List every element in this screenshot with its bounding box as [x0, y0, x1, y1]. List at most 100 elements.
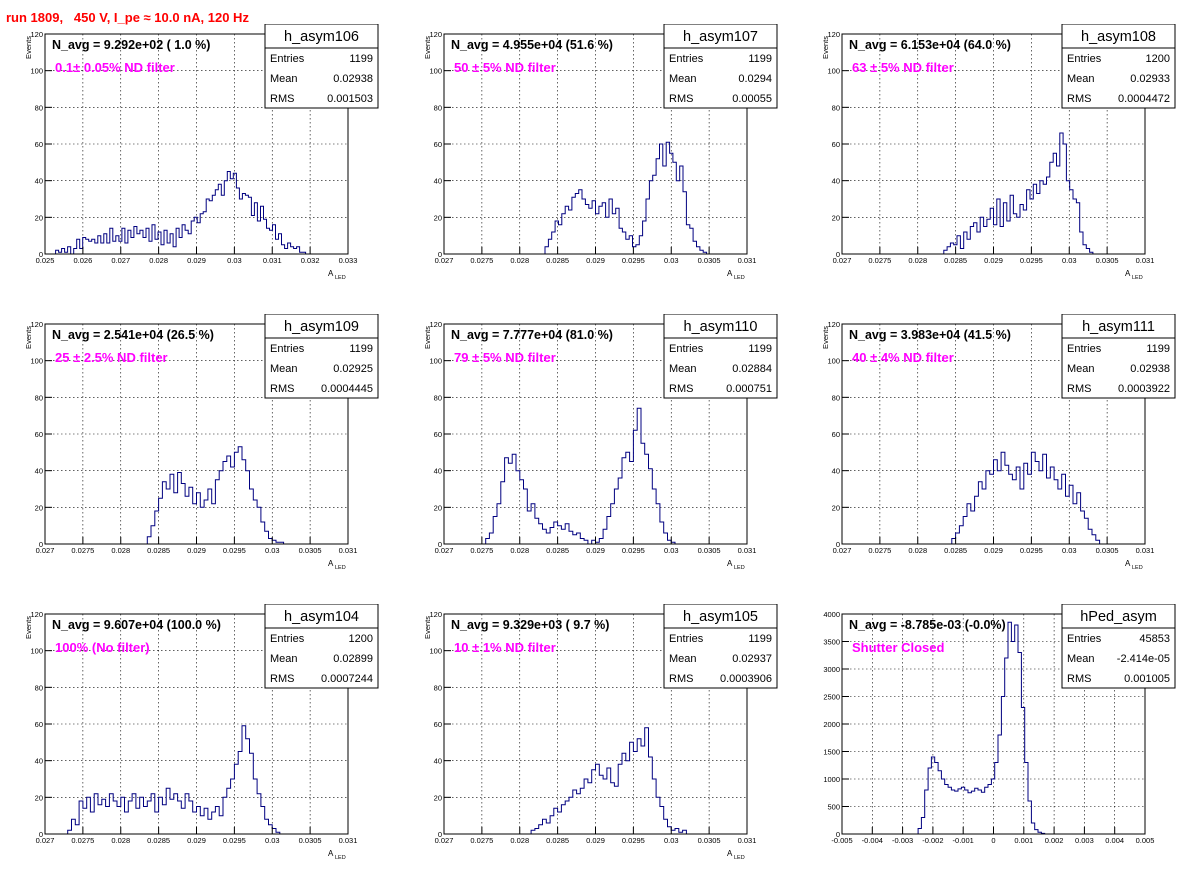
x-tick-label: 0.031	[738, 256, 757, 265]
x-tick-label: 0.0275	[71, 836, 94, 845]
stats-key: RMS	[669, 93, 693, 105]
x-tick-label: 0.031	[1136, 256, 1155, 265]
x-tick-label: 0.001	[1014, 836, 1033, 845]
stats-value: 0.02933	[1130, 73, 1170, 85]
y-tick-label: 100	[827, 357, 840, 366]
y-axis-label: Events	[423, 36, 432, 59]
x-tick-label: 0.031	[738, 546, 757, 555]
x-axis-label-sub: LED	[1132, 565, 1143, 571]
y-tick-label: 20	[434, 503, 442, 512]
y-tick-label: 20	[434, 793, 442, 802]
x-tick-label: 0.028	[149, 256, 168, 265]
stats-value: 1199	[349, 343, 373, 355]
y-tick-label: 1500	[823, 748, 840, 757]
y-tick-label: 80	[832, 103, 840, 112]
x-tick-label: 0.028	[510, 256, 529, 265]
stats-box	[264, 314, 379, 399]
stats-key: Mean	[270, 73, 298, 85]
histogram-asym106: 0.025 0.026 0.027 0.028 0.029 0.03 0.031 0.032 0…	[24, 24, 379, 281]
x-axis-label-sub: LED	[734, 855, 745, 861]
y-tick-label: 1000	[823, 775, 840, 784]
x-tick-label: 0.03	[1062, 546, 1077, 555]
x-axis-label: A	[1125, 559, 1131, 568]
x-tick-label: 0.0305	[299, 836, 322, 845]
y-tick-label: 100	[30, 647, 43, 656]
stats-value: 1199	[748, 633, 772, 645]
y-tick-label: 80	[434, 393, 442, 402]
x-tick-label: 0.0285	[546, 836, 569, 845]
x-tick-label: 0.027	[435, 836, 454, 845]
stats-key: RMS	[270, 383, 294, 395]
stats-hist-name: h_asym106	[284, 29, 359, 45]
stats-value: 1199	[748, 343, 772, 355]
filter-label: Shutter Closed	[852, 640, 945, 655]
filter-label: 79 ± 5% ND filter	[454, 350, 556, 365]
stats-value: 1199	[349, 53, 373, 65]
stats-box	[264, 24, 379, 109]
x-tick-label: 0.0305	[1096, 546, 1119, 555]
x-tick-label: -0.003	[892, 836, 913, 845]
stats-value: 0.02925	[333, 363, 373, 375]
x-axis-label: A	[727, 849, 733, 858]
x-tick-label: 0.029	[187, 546, 206, 555]
histogram-line	[67, 725, 295, 835]
x-tick-label: 0.0295	[622, 546, 645, 555]
stats-value: 1200	[349, 633, 373, 645]
stats-key: Mean	[1067, 363, 1095, 375]
x-tick-label: 0.0275	[868, 256, 891, 265]
y-axis-label: Events	[24, 36, 33, 59]
stats-hist-name: h_asym105	[683, 609, 758, 625]
x-tick-label: 0.027	[36, 836, 55, 845]
stats-value: 0.0294	[738, 73, 772, 85]
histogram-panel-asym109: 0.027 0.0275 0.028 0.0285 0.029 0.0295 0.03 0.0…	[0, 314, 398, 604]
x-tick-label: 0.029	[984, 546, 1003, 555]
stats-key: Mean	[270, 363, 298, 375]
histogram-line	[914, 621, 1048, 835]
x-tick-label: 0.0275	[470, 546, 493, 555]
y-tick-label: 80	[35, 393, 43, 402]
y-tick-label: 80	[434, 103, 442, 112]
histogram-panel-asym110: 0.027 0.0275 0.028 0.0285 0.029 0.0295 0.03 0.0…	[399, 314, 797, 604]
x-tick-label: 0.004	[1105, 836, 1124, 845]
x-axis-label-sub: LED	[1132, 275, 1143, 281]
y-tick-label: 40	[434, 177, 442, 186]
stats-value: 0.02899	[333, 653, 373, 665]
x-tick-label: 0.0285	[147, 836, 170, 845]
x-tick-label: 0.028	[908, 256, 927, 265]
histogram-line	[481, 407, 694, 545]
y-tick-label: 120	[429, 320, 442, 329]
x-tick-label: 0.031	[263, 256, 282, 265]
stats-box	[663, 314, 778, 399]
y-axis-label: Events	[24, 616, 33, 639]
x-tick-label: 0.029	[586, 546, 605, 555]
histogram-panel-asym107: 0.027 0.0275 0.028 0.0285 0.029 0.0295 0.03 0.0…	[399, 24, 797, 314]
n-avg-label: N_avg = 9.607e+04 (100.0 %)	[52, 618, 221, 632]
y-tick-label: 40	[832, 467, 840, 476]
x-axis-label: A	[328, 849, 334, 858]
y-tick-label: 20	[35, 503, 43, 512]
y-tick-label: 500	[827, 803, 840, 812]
n-avg-label: N_avg = -8.785e-03 (-0.0%)	[849, 618, 1006, 632]
stats-value: 0.0004445	[321, 383, 373, 395]
x-tick-label: 0.027	[435, 256, 454, 265]
x-tick-label: 0.027	[36, 546, 55, 555]
y-tick-label: 40	[35, 467, 43, 476]
y-tick-label: 100	[429, 67, 442, 76]
x-tick-label: 0.0295	[223, 836, 246, 845]
x-tick-label: 0.029	[187, 256, 206, 265]
y-tick-label: 100	[827, 67, 840, 76]
x-tick-label: 0.031	[339, 836, 358, 845]
x-tick-label: 0.0305	[299, 546, 322, 555]
stats-value: 0.0003906	[720, 673, 772, 685]
y-tick-label: 20	[832, 503, 840, 512]
x-tick-label: 0.028	[510, 836, 529, 845]
x-tick-label: 0.0295	[223, 546, 246, 555]
stats-key: Entries	[1067, 343, 1102, 355]
stats-key: Mean	[1067, 653, 1095, 665]
x-tick-label: 0.03	[265, 836, 280, 845]
x-tick-label: 0.0305	[698, 546, 721, 555]
y-tick-label: 40	[434, 757, 442, 766]
x-tick-label: 0.0285	[546, 546, 569, 555]
n-avg-label: N_avg = 6.153e+04 (64.0 %)	[849, 38, 1011, 52]
histogram-panel-asym108: 0.027 0.0275 0.028 0.0285 0.029 0.0295 0.03 0.0…	[797, 24, 1195, 314]
